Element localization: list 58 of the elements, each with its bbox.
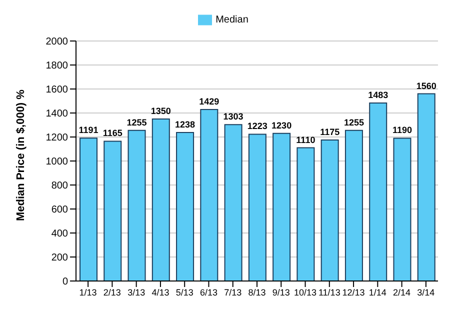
y-tick-label: 400 (51, 228, 68, 240)
bar (344, 130, 363, 281)
data-label: 1230 (272, 120, 292, 130)
data-label: 1175 (320, 127, 340, 137)
x-tick-label: 8/13 (248, 287, 266, 298)
x-tick-label: 10/13 (294, 287, 317, 298)
data-label: 1560 (416, 80, 436, 91)
bar (393, 138, 412, 281)
bar (152, 118, 170, 281)
x-tick-label: 12/13 (342, 287, 365, 298)
x-tick-label: 9/13 (272, 287, 290, 298)
data-label: 1255 (344, 117, 364, 128)
bar (296, 147, 315, 281)
bar (320, 140, 339, 281)
y-tick-label: 1000 (46, 156, 68, 168)
y-tick-label: 2000 (46, 36, 68, 48)
x-tick-label: 2/14 (393, 287, 411, 298)
bar (128, 130, 146, 281)
bar (224, 124, 242, 281)
data-label: 1483 (368, 90, 388, 100)
data-label: 1350 (150, 106, 171, 116)
bar (104, 140, 122, 281)
x-tick-label: 5/13 (176, 287, 194, 298)
bar (80, 138, 98, 281)
y-tick-label: 200 (51, 252, 68, 264)
data-label: 1191 (78, 125, 98, 136)
data-label: 1165 (102, 128, 122, 138)
x-tick-label: 11/13 (318, 287, 340, 298)
data-label: 1223 (247, 121, 268, 132)
bar (176, 132, 194, 281)
data-label: 1238 (175, 119, 196, 130)
bar (417, 93, 436, 281)
data-label: 1255 (126, 117, 147, 128)
x-tick-label: 3/14 (417, 287, 435, 298)
y-tick-label: 800 (51, 180, 68, 192)
y-tick-label: 1400 (46, 108, 68, 120)
x-tick-label: 7/13 (224, 287, 242, 298)
bar (200, 109, 218, 281)
x-tick-label: 1/14 (368, 287, 386, 298)
legend-label: Median (216, 14, 248, 26)
bar (248, 134, 266, 281)
x-tick-label: 2/13 (103, 287, 121, 298)
x-tick-label: 3/13 (128, 287, 146, 298)
data-label: 1429 (199, 96, 220, 107)
x-tick-label: 6/13 (200, 287, 218, 298)
x-tick-label: 4/13 (152, 287, 170, 298)
y-tick-label: 1800 (46, 60, 68, 72)
bar (369, 102, 388, 281)
x-tick-label: 1/13 (79, 287, 97, 298)
data-label: 1303 (223, 112, 244, 122)
y-tick-label: 1600 (46, 84, 68, 96)
y-tick-label: 1200 (46, 132, 68, 144)
y-tick-label: 0 (62, 276, 68, 288)
y-axis-title: Median Price (in $,000) % (14, 89, 27, 221)
data-label: 1190 (392, 125, 412, 136)
y-tick-label: 600 (51, 204, 68, 216)
data-label: 1110 (296, 134, 316, 145)
bar (272, 132, 291, 281)
